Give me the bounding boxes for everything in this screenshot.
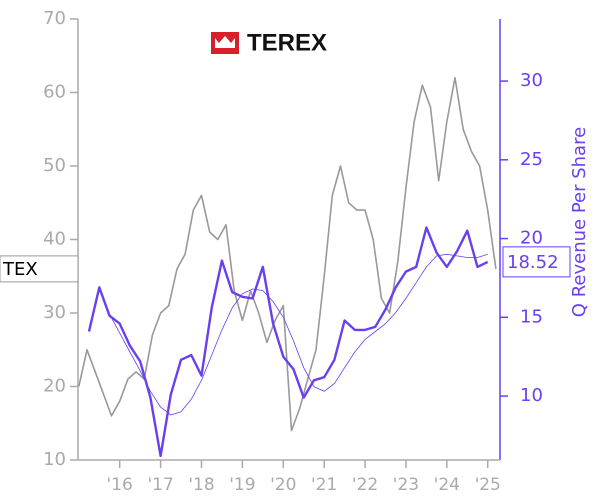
y2-tick-label: 15 xyxy=(520,306,543,327)
value-label: 18.52 xyxy=(507,252,559,273)
y-tick-label: 60 xyxy=(43,82,66,103)
value-box xyxy=(502,246,571,278)
logo: TEREX xyxy=(211,29,327,56)
x-tick-label: '24 xyxy=(434,475,460,495)
y-tick-label: 10 xyxy=(43,449,66,470)
x-tick-label: '22 xyxy=(352,475,378,495)
series-line xyxy=(109,253,488,416)
x-tick-label: '20 xyxy=(270,475,296,495)
y-tick-label: 20 xyxy=(43,376,66,397)
y-tick-label: 40 xyxy=(43,229,66,250)
series-line xyxy=(87,226,489,458)
chart-title: TEREX xyxy=(247,29,327,56)
y2-tick-label: 10 xyxy=(520,385,543,406)
x-tick-label: '21 xyxy=(311,475,337,495)
y2-tick-label: 30 xyxy=(520,70,543,91)
x-tick-label: '19 xyxy=(229,475,255,495)
x-tick-label: '18 xyxy=(188,475,214,495)
logo-crown xyxy=(215,36,235,48)
series-name: TEX xyxy=(2,259,38,280)
series-name-box xyxy=(0,255,79,283)
y2-tick-label: 25 xyxy=(520,149,543,170)
x-tick-label: '17 xyxy=(147,475,173,495)
y2-tick-label: 20 xyxy=(520,228,543,249)
series-line xyxy=(78,77,497,432)
x-tick-label: '25 xyxy=(475,475,501,495)
x-tick-label: '16 xyxy=(107,475,133,495)
y-tick-label: 30 xyxy=(43,302,66,323)
y-tick-label: 50 xyxy=(43,155,66,176)
x-tick-label: '23 xyxy=(393,475,419,495)
y2-axis-label: Q Revenue Per Share xyxy=(569,127,590,317)
y-tick-label: 70 xyxy=(43,8,66,29)
